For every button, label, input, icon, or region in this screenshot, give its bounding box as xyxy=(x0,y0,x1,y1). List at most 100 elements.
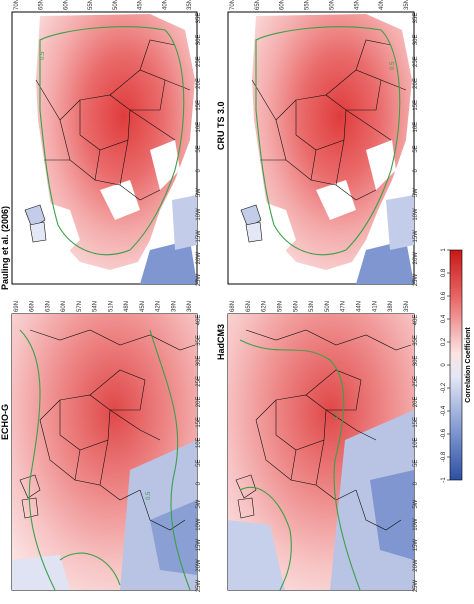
lon-tick-label: 5E xyxy=(413,145,419,152)
lat-tick-label: 45N xyxy=(140,301,146,312)
lat-tick-label: 65N xyxy=(246,301,252,312)
lon-tick-label: 20E xyxy=(196,397,202,408)
lon-tick-label: 40E xyxy=(196,315,202,326)
island xyxy=(240,204,262,229)
lat-tick-label: 39N xyxy=(171,301,177,312)
lat-tick-label: 55N xyxy=(88,0,94,10)
lon-axis-labels: 25W 20W 15W 10W 5W 0 5E 10E 15E 20E 25E 30E 35E 40E xyxy=(413,315,419,593)
panel-title: ECHO-G xyxy=(0,404,10,440)
lon-tick-label: 30E xyxy=(196,356,202,367)
negative-region xyxy=(228,520,285,590)
panel-title: CRU TS 3.0 xyxy=(216,101,226,150)
coastlines xyxy=(19,329,196,531)
lat-tick-label: 54N xyxy=(93,301,99,312)
lon-tick-label: 5E xyxy=(413,460,419,467)
lon-tick-label: 10E xyxy=(413,122,419,133)
lon-tick-label: 30E xyxy=(196,34,202,45)
lat-tick-label: 60N xyxy=(63,0,69,10)
contour-line xyxy=(239,339,361,590)
negative-region xyxy=(150,500,197,575)
lat-tick-label: 59N xyxy=(277,301,283,312)
lon-tick-label: 10E xyxy=(196,437,202,448)
colorbar-tick-label: -0.4 xyxy=(441,405,447,416)
island xyxy=(29,221,47,243)
lat-tick-label: 35N xyxy=(404,0,410,10)
colorbar-tick-label: 0.2 xyxy=(441,337,447,346)
lon-tick-label: 20W xyxy=(413,252,419,265)
lon-tick-label: 15W xyxy=(413,539,419,552)
contour-label: 0.5 xyxy=(390,61,396,70)
island xyxy=(24,204,46,229)
lon-tick-label: 0 xyxy=(413,169,419,173)
lon-tick-label: 5E xyxy=(196,460,202,467)
contour-line xyxy=(59,552,121,586)
lon-tick-label: 20E xyxy=(413,397,419,408)
lat-axis-labels: 68N 65N 62N 59N 56N 53N 50N 47N 44N 41N 38N 35N xyxy=(230,301,410,312)
correlation-field xyxy=(36,14,195,270)
lon-tick-label: 5W xyxy=(196,499,202,508)
island xyxy=(245,221,263,243)
lat-tick-label: 60N xyxy=(280,0,286,10)
lon-tick-label: 20E xyxy=(196,78,202,89)
panel-title: Pauling et al. (2006) xyxy=(0,206,10,290)
lon-tick-label: 15E xyxy=(196,417,202,428)
colorbar-tick-label: 0.8 xyxy=(441,268,447,277)
negative-region xyxy=(12,555,70,590)
lon-tick-label: 10W xyxy=(196,518,202,531)
lat-tick-label: 55N xyxy=(305,0,311,10)
panel-hadcm3: 0.5 HadCM3 68N 65N 62N 59N 56N 53N 50N 47N 44N 41… xyxy=(216,301,419,592)
negative-region xyxy=(172,195,197,250)
sea-region xyxy=(100,180,140,220)
colorbar-title: Correlation Coefficient xyxy=(465,327,472,403)
lat-tick-label: 47N xyxy=(341,301,347,312)
lat-tick-label: 48N xyxy=(124,301,130,312)
negative-region xyxy=(386,195,414,250)
sea-region xyxy=(316,180,356,220)
colorbar-tick-label: -1 xyxy=(441,477,447,483)
lat-axis-labels: 69N 66N 63N 60N 57N 54N 51N 48N 45N 42N 39N 36N xyxy=(14,301,193,312)
lon-tick-label: 0 xyxy=(413,481,419,485)
lon-tick-label: 20E xyxy=(413,78,419,89)
lon-tick-label: 30E xyxy=(413,356,419,367)
lon-tick-label: 35E xyxy=(413,335,419,346)
lat-tick-label: 44N xyxy=(357,301,363,312)
lon-tick-label: 30E xyxy=(413,34,419,45)
lon-tick-label: 25E xyxy=(196,376,202,387)
lon-tick-label: 25W xyxy=(196,579,202,592)
lon-axis-labels: 25W 20W 15W 10W 5W 0 5E 10E 15E 20E 25E 30E 35E 40E xyxy=(196,315,202,593)
lat-tick-label: 68N xyxy=(230,301,236,312)
colorbar-tick-label: -0.2 xyxy=(441,382,447,393)
contour-label: 0.5 xyxy=(146,491,152,500)
lon-tick-label: 25W xyxy=(196,273,202,286)
lat-tick-label: 45N xyxy=(354,0,360,10)
lon-tick-label: 25E xyxy=(196,56,202,67)
lon-tick-label: 15E xyxy=(413,417,419,428)
lon-tick-label: 10E xyxy=(196,122,202,133)
lon-tick-label: 0 xyxy=(196,169,202,173)
lat-tick-label: 66N xyxy=(30,301,36,312)
lat-tick-label: 35N xyxy=(187,0,193,10)
contour-line xyxy=(149,329,191,590)
lon-tick-label: 10W xyxy=(196,208,202,221)
lon-tick-label: 35E xyxy=(196,335,202,346)
panel-cru: 0.5 CRU TS 3.0 70N 65N 60N 55N 50N 45N 40N 35N … xyxy=(216,0,419,286)
contour-label: 0.5 xyxy=(334,411,340,420)
lat-tick-label: 57N xyxy=(77,301,83,312)
contour-line xyxy=(255,26,401,256)
negative-region xyxy=(356,240,414,284)
colorbar-tick-label: 1 xyxy=(441,248,447,252)
lat-tick-label: 40N xyxy=(379,0,385,10)
lat-tick-label: 50N xyxy=(325,301,331,312)
colorbar: -1 -0.8 -0.6 -0.4 -0.2 0 0.2 0.4 0.6 0.8 1 Correla… xyxy=(441,248,472,483)
lon-tick-label: 5W xyxy=(196,188,202,197)
lon-tick-label: 10E xyxy=(413,437,419,448)
lon-axis-labels: 25W 20W 15W 10W 5W 0 5E 10E 15E 20E 25E 30E 35E xyxy=(196,13,202,287)
lat-axis-labels: 70N 65N 60N 55N 50N 45N 40N 35N xyxy=(230,0,410,10)
lat-tick-label: 63N xyxy=(45,301,51,312)
colorbar-gradient xyxy=(449,249,463,481)
lat-tick-label: 35N xyxy=(404,301,410,312)
lon-tick-label: 20W xyxy=(413,559,419,572)
lat-tick-label: 53N xyxy=(309,301,315,312)
lat-tick-label: 70N xyxy=(14,0,20,10)
